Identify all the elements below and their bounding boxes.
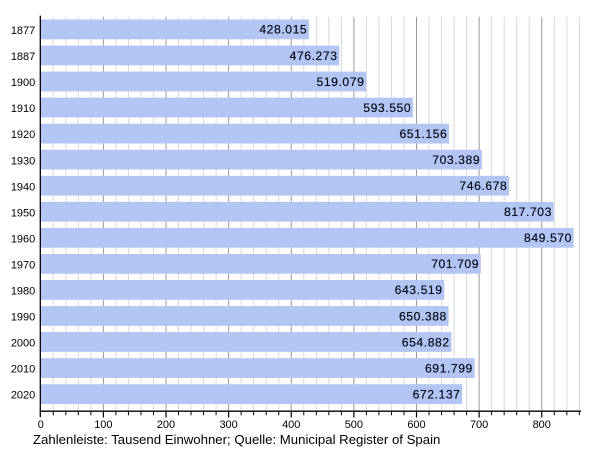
svg-text:593.550: 593.550 bbox=[363, 101, 411, 115]
svg-text:Zahlenleiste: Tausend Einwohne: Zahlenleiste: Tausend Einwohner; Quelle:… bbox=[33, 432, 440, 447]
svg-text:1900: 1900 bbox=[11, 77, 35, 89]
svg-text:691.799: 691.799 bbox=[425, 361, 473, 375]
svg-text:0: 0 bbox=[38, 419, 44, 431]
svg-text:703.389: 703.389 bbox=[432, 153, 480, 167]
svg-text:672.137: 672.137 bbox=[413, 387, 461, 401]
svg-text:428.015: 428.015 bbox=[259, 23, 307, 37]
svg-text:1910: 1910 bbox=[11, 103, 35, 115]
svg-text:700: 700 bbox=[470, 419, 488, 431]
svg-text:1887: 1887 bbox=[11, 51, 35, 63]
svg-text:1980: 1980 bbox=[11, 286, 35, 298]
svg-text:300: 300 bbox=[219, 419, 237, 431]
svg-text:800: 800 bbox=[533, 419, 551, 431]
svg-text:651.156: 651.156 bbox=[399, 127, 447, 141]
svg-text:701.709: 701.709 bbox=[431, 257, 479, 271]
svg-text:817.703: 817.703 bbox=[504, 205, 552, 219]
svg-text:746.678: 746.678 bbox=[459, 179, 507, 193]
svg-text:1950: 1950 bbox=[11, 207, 35, 219]
svg-text:1920: 1920 bbox=[11, 129, 35, 141]
svg-text:643.519: 643.519 bbox=[395, 283, 443, 297]
svg-text:400: 400 bbox=[282, 419, 300, 431]
svg-text:476.273: 476.273 bbox=[290, 49, 338, 63]
svg-text:200: 200 bbox=[157, 419, 175, 431]
svg-text:519.079: 519.079 bbox=[317, 75, 365, 89]
svg-text:1960: 1960 bbox=[11, 233, 35, 245]
svg-text:2000: 2000 bbox=[11, 338, 35, 350]
svg-text:1940: 1940 bbox=[11, 181, 35, 193]
svg-text:1930: 1930 bbox=[11, 155, 35, 167]
svg-text:1990: 1990 bbox=[11, 312, 35, 324]
svg-text:600: 600 bbox=[407, 419, 425, 431]
svg-text:1970: 1970 bbox=[11, 259, 35, 271]
svg-text:654.882: 654.882 bbox=[402, 335, 450, 349]
svg-text:849.570: 849.570 bbox=[524, 231, 572, 245]
svg-text:1877: 1877 bbox=[11, 25, 35, 37]
svg-text:650.388: 650.388 bbox=[399, 309, 447, 323]
svg-text:2020: 2020 bbox=[11, 390, 35, 402]
svg-text:100: 100 bbox=[94, 419, 112, 431]
svg-text:2010: 2010 bbox=[11, 364, 35, 376]
svg-text:500: 500 bbox=[345, 419, 363, 431]
